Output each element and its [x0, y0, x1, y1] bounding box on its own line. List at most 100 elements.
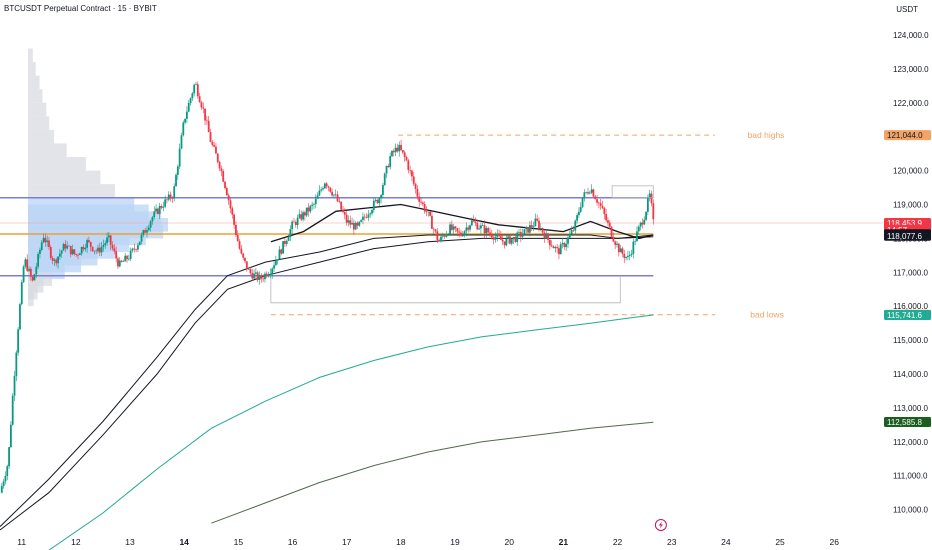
candle-body	[225, 188, 228, 196]
range-box	[611, 185, 654, 199]
candle-body	[13, 375, 16, 396]
candle-body	[565, 243, 568, 248]
candle-body	[588, 192, 591, 194]
candle-body	[561, 243, 564, 245]
candle-body	[523, 229, 526, 235]
price-label: 121,044.0	[887, 131, 923, 140]
candle-body	[276, 259, 279, 261]
candle-body	[498, 233, 500, 237]
x-tick-label: 19	[450, 537, 460, 547]
candle-body	[548, 239, 551, 246]
candle-body	[240, 248, 243, 254]
candle-body	[345, 214, 348, 223]
candle-body	[323, 183, 326, 189]
y-tick-label: 114,000.0	[893, 370, 929, 379]
candle-body	[391, 150, 393, 157]
candle-body	[274, 260, 277, 266]
candle-body	[389, 156, 392, 168]
candle-body	[265, 273, 268, 277]
candle-body	[227, 195, 230, 201]
candle-body	[625, 256, 627, 259]
candle-body	[614, 241, 617, 245]
candle-body	[627, 255, 629, 257]
candle-body	[176, 166, 179, 175]
volume-profile-bar	[28, 170, 101, 185]
candle-body	[224, 181, 226, 189]
candle-body	[294, 221, 297, 226]
candle-body	[347, 220, 350, 223]
candle-body	[456, 228, 459, 232]
candle-body	[334, 194, 337, 196]
candle-body	[556, 247, 559, 249]
candle-body	[156, 208, 159, 214]
candle-body	[420, 201, 422, 203]
volume-profile-bar	[28, 143, 67, 158]
price-label-box	[884, 416, 931, 427]
candle-body	[238, 241, 241, 249]
candle-body	[135, 249, 138, 250]
candle-body	[97, 247, 99, 252]
candle-body	[42, 237, 45, 243]
candle-body	[423, 203, 426, 212]
candle-body	[365, 217, 368, 218]
candle-body	[349, 220, 352, 225]
candle-body	[98, 247, 101, 253]
price-label-box	[884, 309, 931, 320]
candle-body	[585, 192, 588, 193]
candle-body	[51, 257, 54, 261]
candle-body	[0, 485, 3, 493]
level-annotation: bad lows	[750, 310, 784, 320]
y-tick-label: 120,000.0	[893, 167, 929, 176]
x-tick-label: 24	[721, 537, 731, 547]
candle-body	[425, 211, 428, 213]
y-tick-label: 113,000.0	[893, 404, 929, 413]
candle-body	[262, 278, 265, 280]
x-tick-label: 17	[342, 537, 352, 547]
x-tick-label: 20	[504, 537, 514, 547]
candle-body	[534, 218, 537, 227]
candle-body	[623, 253, 626, 259]
candle-body	[77, 254, 79, 256]
candle-body	[449, 224, 451, 235]
candle-body	[478, 228, 480, 230]
candle-body	[285, 240, 288, 244]
y-tick-label: 124,000.0	[893, 31, 929, 40]
candle-body	[175, 174, 177, 187]
candle-body	[53, 259, 56, 261]
candle-body	[342, 209, 344, 213]
candle-body	[483, 225, 486, 234]
candle-body	[29, 268, 32, 277]
candle-body	[44, 237, 47, 243]
candle-body	[55, 259, 58, 264]
candle-body	[325, 183, 328, 187]
candle-body	[509, 236, 511, 244]
candle-body	[607, 220, 609, 223]
candle-body	[409, 169, 412, 171]
currency-label: USDT	[896, 5, 918, 14]
candle-body	[147, 227, 150, 231]
lightning-icon[interactable]	[654, 519, 667, 531]
candle-body	[182, 122, 185, 136]
candle-body	[122, 261, 125, 262]
candle-body	[284, 241, 286, 244]
candle-body	[567, 237, 569, 244]
candle-body	[142, 230, 145, 235]
candle-body	[216, 153, 219, 162]
candle-body	[57, 256, 59, 264]
candle-body	[196, 84, 199, 97]
candle-body	[617, 243, 620, 253]
candle-body	[287, 237, 290, 241]
candle-body	[75, 254, 78, 255]
price-label-box	[884, 130, 931, 141]
candle-body	[107, 235, 110, 238]
x-tick-label: 26	[830, 537, 840, 547]
candle-body	[514, 236, 517, 242]
candle-body	[503, 241, 506, 246]
y-tick-label: 119,000.0	[893, 200, 929, 209]
candle-body	[131, 248, 134, 251]
candle-body	[641, 222, 644, 225]
candle-body	[300, 214, 303, 220]
candle-body	[231, 208, 234, 215]
